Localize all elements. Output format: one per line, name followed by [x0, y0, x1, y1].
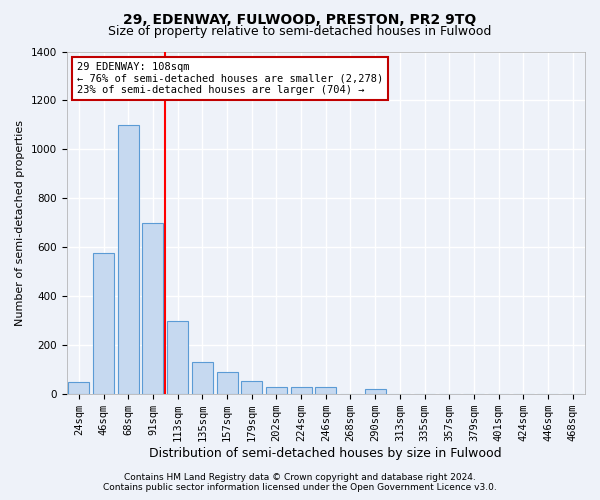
Text: Contains HM Land Registry data © Crown copyright and database right 2024.
Contai: Contains HM Land Registry data © Crown c… [103, 473, 497, 492]
Text: Size of property relative to semi-detached houses in Fulwood: Size of property relative to semi-detach… [109, 25, 491, 38]
Bar [266, 387, 287, 394]
Bar [315, 387, 336, 394]
Bar [241, 381, 262, 394]
Bar [142, 223, 163, 394]
Bar [217, 372, 238, 394]
Bar [68, 382, 89, 394]
X-axis label: Distribution of semi-detached houses by size in Fulwood: Distribution of semi-detached houses by … [149, 447, 502, 460]
Bar [365, 390, 386, 394]
Y-axis label: Number of semi-detached properties: Number of semi-detached properties [15, 120, 25, 326]
Bar [192, 362, 213, 394]
Text: 29, EDENWAY, FULWOOD, PRESTON, PR2 9TQ: 29, EDENWAY, FULWOOD, PRESTON, PR2 9TQ [124, 12, 476, 26]
Bar [167, 321, 188, 394]
Bar [118, 125, 139, 394]
Bar [290, 387, 311, 394]
Bar [93, 254, 114, 394]
Text: 29 EDENWAY: 108sqm
← 76% of semi-detached houses are smaller (2,278)
23% of semi: 29 EDENWAY: 108sqm ← 76% of semi-detache… [77, 62, 383, 95]
